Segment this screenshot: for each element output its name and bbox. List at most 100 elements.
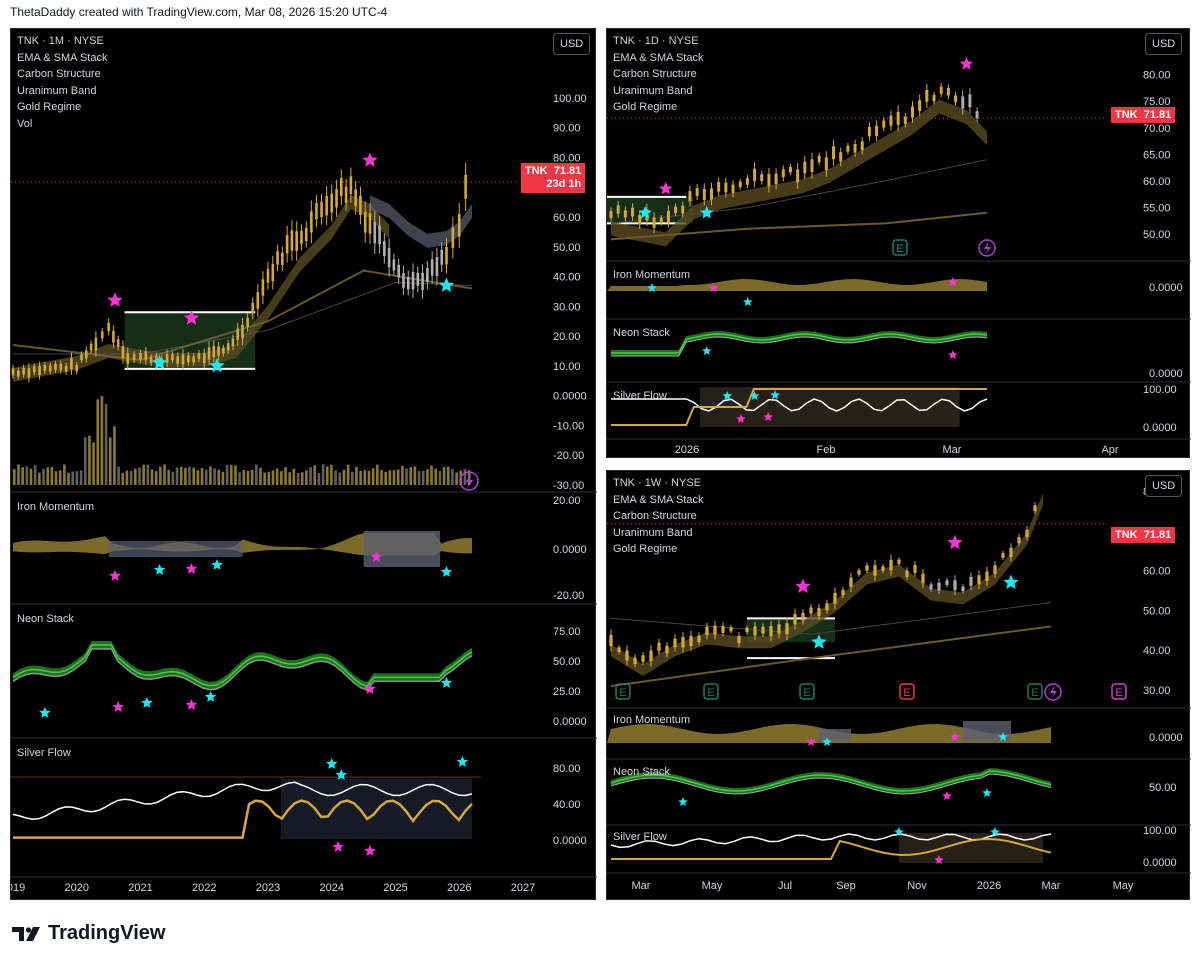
candle-body xyxy=(1033,505,1037,512)
candle-body xyxy=(1025,529,1029,537)
y-tick-label: 50.00 xyxy=(1143,605,1171,617)
currency-button[interactable]: USD xyxy=(553,33,591,55)
signal-star xyxy=(806,737,816,746)
y-tick-label: 55.00 xyxy=(1143,202,1171,214)
x-tick-label: 2024 xyxy=(320,882,344,894)
candle-body xyxy=(378,225,381,245)
candle-body xyxy=(774,173,778,185)
legend-uranium: Uranimum Band xyxy=(17,84,97,97)
daily-chart-panel[interactable]: 80.00 75.00 70.00 65.00 60.00 55.00 50.00 E 0.00… xyxy=(606,28,1191,459)
candle-body xyxy=(882,120,886,128)
candle-body xyxy=(968,94,972,108)
monthly-chart-panel[interactable]: 100.0090.0080.0070.0060.0050.0040.0030.0… xyxy=(10,28,597,901)
candle-body xyxy=(256,292,260,309)
candle-body xyxy=(753,168,757,182)
candle-body xyxy=(197,353,201,359)
candle-body xyxy=(59,363,63,371)
x-tick-label: 2027 xyxy=(511,882,535,894)
candle-body xyxy=(760,174,764,181)
y-tick-label: 75.00 xyxy=(1143,96,1171,108)
price-value: 71.81 xyxy=(1143,529,1172,541)
candle-body xyxy=(349,176,353,194)
candle-body xyxy=(383,241,386,256)
candle-body xyxy=(905,570,909,577)
volume-bar xyxy=(229,464,233,485)
volume-bar xyxy=(325,466,329,485)
candle-body xyxy=(171,354,174,361)
y-tick-label: 40.00 xyxy=(1143,645,1171,657)
candle-body xyxy=(207,347,211,360)
signal-star xyxy=(736,414,746,423)
signal-star xyxy=(638,205,652,219)
y-tick-label: 80.00 xyxy=(1143,70,1171,82)
x-tick-label: Mar xyxy=(943,444,962,456)
candle-body xyxy=(217,346,220,356)
tradingview-logo[interactable]: TradingView xyxy=(12,922,165,945)
candle-body xyxy=(54,363,57,370)
candle-body xyxy=(330,193,334,213)
candle-body xyxy=(709,188,713,200)
candle-body xyxy=(402,273,405,288)
currency-button[interactable]: USD xyxy=(1145,33,1183,55)
candle-body xyxy=(641,655,645,662)
candle-body xyxy=(993,565,997,574)
y-tick-label: 10.00 xyxy=(553,361,581,373)
signal-star xyxy=(370,551,383,562)
volume-bar xyxy=(17,464,20,485)
candle-body xyxy=(1017,537,1021,544)
legend-gold: Gold Regime xyxy=(17,101,82,113)
candle-body xyxy=(126,353,130,364)
candle-body xyxy=(681,636,685,648)
signal-star xyxy=(822,737,832,746)
countdown: 23d 1h xyxy=(546,178,582,190)
currency-button[interactable]: USD xyxy=(1145,475,1183,497)
monthly-chart-svg[interactable]: 100.0090.0080.0070.0060.0050.0040.0030.0… xyxy=(11,29,597,901)
earnings-icon xyxy=(1111,683,1127,700)
volume-bar xyxy=(83,437,87,485)
volume-bar xyxy=(250,469,254,485)
volume-bar xyxy=(25,466,29,485)
y-tick-label: 50.00 xyxy=(553,242,581,254)
volume-bar xyxy=(125,470,129,485)
lightning-icon xyxy=(459,471,479,491)
y-tick-label: 20.00 xyxy=(553,495,581,507)
y-tick-label: 50.00 xyxy=(1143,229,1171,241)
x-tick-label: 2026 xyxy=(977,880,1001,892)
candle-body xyxy=(451,227,455,249)
signal-star xyxy=(438,277,455,292)
y-tick-label: 80.00 xyxy=(553,152,581,164)
signal-star xyxy=(326,758,338,769)
volume-bar xyxy=(267,471,271,485)
last-price-badge: TNK 71.81 23d 1h xyxy=(521,163,586,193)
volume-bar xyxy=(192,467,196,485)
earnings-icon xyxy=(892,239,908,256)
candle-body xyxy=(932,95,936,102)
volume-bar xyxy=(430,465,433,485)
volume-bar xyxy=(50,467,54,485)
daily-chart-svg[interactable]: 80.00 75.00 70.00 65.00 60.00 55.00 50.00 E 0.00… xyxy=(607,29,1191,459)
y-tick-label: 0.0000 xyxy=(553,544,587,556)
ticker-label: TNK xyxy=(1115,109,1138,121)
candle-body xyxy=(70,358,73,370)
candle-body xyxy=(266,268,270,283)
candle-body xyxy=(181,354,185,365)
candle-body xyxy=(745,627,749,633)
sub-silver-label: Silver Flow xyxy=(613,390,667,402)
volume-bar xyxy=(284,467,287,485)
candle-body xyxy=(373,221,377,244)
candle-body xyxy=(325,195,328,216)
x-tick-label: 2020 xyxy=(65,882,89,894)
candle-body xyxy=(809,607,813,614)
volume-bar xyxy=(238,472,241,485)
signal-star xyxy=(185,563,198,574)
candle-body xyxy=(271,264,275,282)
candle-body xyxy=(745,178,749,185)
legend-ema-sma: EMA & SMA Stack xyxy=(613,51,704,64)
weekly-chart-panel[interactable]: 80.0070.0060.0050.0040.0030.00EEEEEE0.00… xyxy=(606,470,1191,900)
volume-bar xyxy=(167,469,170,485)
lightning-icon xyxy=(1044,683,1062,701)
candle-body xyxy=(939,86,943,94)
y-tick-label: 0.0000 xyxy=(553,391,587,403)
volume-bar xyxy=(405,468,408,485)
signal-star xyxy=(335,769,347,780)
